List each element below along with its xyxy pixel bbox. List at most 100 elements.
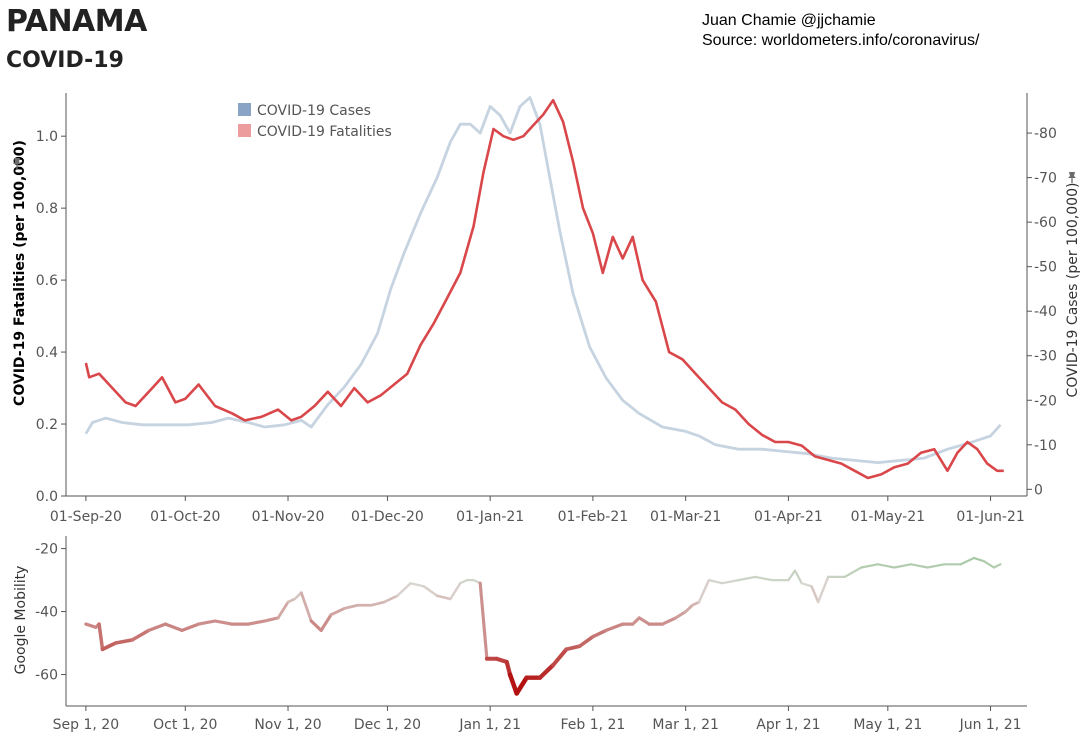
y-axis-label-mobility: Google Mobility <box>13 566 29 675</box>
country-title: PANAMA <box>6 4 147 39</box>
mobility-line-segment <box>409 582 426 588</box>
y-tick-label-left: 0.6 <box>36 273 58 289</box>
mobility-line-segment <box>637 616 651 626</box>
mobility-line-segment <box>263 616 280 623</box>
x-tick-label: 01-Nov-20 <box>252 509 325 525</box>
mobility-line-segment <box>163 622 184 633</box>
mobility-line-segment <box>213 619 234 626</box>
mobility-line-segment <box>754 575 773 582</box>
x-tick-label-mobility: Jun 1, 21 <box>959 717 1022 733</box>
legend-label-fatalities: COVID-19 Fatalities <box>257 124 392 140</box>
y-tick-label-right: -10 <box>1034 438 1057 454</box>
mobility-line-segment <box>893 563 913 569</box>
mobility-line-segment <box>100 641 118 652</box>
y-tick-label-mobility: -40 <box>35 605 58 621</box>
y-tick-label-left: 0.2 <box>36 417 58 433</box>
mobility-line-segment <box>810 585 820 604</box>
mobility-line-segment <box>860 563 880 569</box>
legend-swatch-cases <box>238 103 251 116</box>
y-tick-label-right: -60 <box>1034 215 1057 231</box>
y-tick-label-right: 0 <box>1034 482 1043 498</box>
mobility-line-segment <box>737 575 757 582</box>
y-tick-label-left: 1.0 <box>36 129 58 145</box>
x-tick-label: 01-Jun-21 <box>956 509 1024 525</box>
mobility-line-segment <box>800 582 813 588</box>
mobility-line-segment <box>246 619 267 626</box>
y-tick-label-right: -20 <box>1034 393 1057 409</box>
mobility-line-segment <box>276 600 290 620</box>
series-line-cases <box>84 96 1002 464</box>
mobility-line-segment <box>507 672 519 696</box>
mobility-line-segment <box>787 569 797 582</box>
mobility-line-segment <box>342 603 360 610</box>
y-tick-label-mobility: -60 <box>35 668 58 684</box>
mobility-line-segment <box>113 638 135 645</box>
y-tick-label-right: -80 <box>1034 126 1057 142</box>
x-tick-label: 01-Jan-21 <box>456 509 524 525</box>
chart-subtitle: COVID-19 <box>6 48 124 73</box>
mobility-line-segment <box>697 578 711 604</box>
mobility-line-segment <box>843 566 863 579</box>
mobility-line-segment <box>299 591 313 623</box>
mobility-line-segment <box>180 622 201 633</box>
y-tick-label-right: -70 <box>1034 171 1057 187</box>
mobility-line-segment <box>972 556 986 563</box>
mobility-line-segment <box>720 578 740 585</box>
legend[interactable]: COVID-19 Cases COVID-19 Fatalities <box>238 103 392 140</box>
x-tick-label: 01-Oct-20 <box>150 509 220 525</box>
mobility-line-segment <box>369 600 386 607</box>
mobility-series <box>84 556 1002 696</box>
legend-swatch-fatalities <box>238 124 251 137</box>
x-tick-label-mobility: Dec 1, 20 <box>354 717 421 733</box>
mobility-line-segment <box>684 603 694 614</box>
y-tick-label-left: 0.8 <box>36 201 58 217</box>
mobility-line-segment <box>329 606 346 617</box>
mobility-line-segment <box>537 662 556 680</box>
x-tick-label-mobility: Feb 1, 21 <box>560 717 625 733</box>
mobility-line-segment <box>147 622 168 633</box>
mobility-line-segment <box>793 569 803 585</box>
mobility-line-segment <box>382 594 399 604</box>
mobility-line-segment <box>591 628 608 639</box>
legend-label-cases: COVID-19 Cases <box>257 103 371 119</box>
mobility-line-segment <box>876 563 896 569</box>
pin-icon[interactable] <box>1067 171 1077 184</box>
y-tick-label-right: -30 <box>1034 349 1057 365</box>
mobility-line-segment <box>422 585 439 598</box>
x-tick-label: 01-Feb-21 <box>558 509 629 525</box>
mobility-line-segment <box>551 647 569 668</box>
mobility-line-segment <box>816 575 830 604</box>
mobility-line-segment <box>130 628 151 642</box>
mobility-line-segment <box>396 581 412 598</box>
x-tick-label-mobility: Oct 1, 20 <box>153 717 217 733</box>
covid-series <box>84 96 1004 480</box>
x-tick-label: 01-Sep-20 <box>50 509 122 525</box>
y-tick-label-right: -50 <box>1034 260 1057 276</box>
mobility-line-segment <box>926 563 946 569</box>
mobility-line-segment <box>982 560 996 569</box>
author-credit: Juan Chamie @jjchamie <box>702 12 876 29</box>
mobility-line-segment <box>97 622 105 652</box>
mobility-line-segment <box>577 634 595 648</box>
x-tick-label-mobility: Jan 1, 21 <box>458 717 521 733</box>
y-tick-label-mobility: -20 <box>35 542 58 558</box>
y-tick-label-right: -40 <box>1034 304 1057 320</box>
mobility-line-segment <box>459 578 469 585</box>
mobility-axes: -20 -40 -60 Sep 1, 20 Oct 1, 20 Nov 1, 20 Dec … <box>35 536 1027 733</box>
x-tick-label: 01-Dec-20 <box>351 509 424 525</box>
mobility-line-segment <box>674 610 688 620</box>
mobility-panel: -20 -40 -60 Sep 1, 20 Oct 1, 20 Nov 1, 20 Dec … <box>13 536 1027 733</box>
mobility-line-segment <box>309 619 323 633</box>
y-axis-label-fatalities: COVID-19 Fatalities (per 100,000) <box>12 140 28 406</box>
x-tick-label: 01-Mar-21 <box>650 509 721 525</box>
x-tick-label: 01-Apr-21 <box>754 509 823 525</box>
x-tick-label-mobility: Nov 1, 20 <box>254 717 321 733</box>
covid-axes: 0.0 0.2 0.4 0.6 0.8 1.0 0 -10 -20 -30 -40 -50 -60 -70… <box>36 93 1057 525</box>
mobility-line-segment <box>660 616 678 626</box>
y-tick-label-left: 0.0 <box>36 489 58 505</box>
series-line-fatalities <box>84 98 1004 480</box>
source-credit: Source: worldometers.info/coronavirus/ <box>702 32 980 49</box>
mobility-line-segment <box>959 556 976 566</box>
mobility-line-segment <box>514 675 529 696</box>
